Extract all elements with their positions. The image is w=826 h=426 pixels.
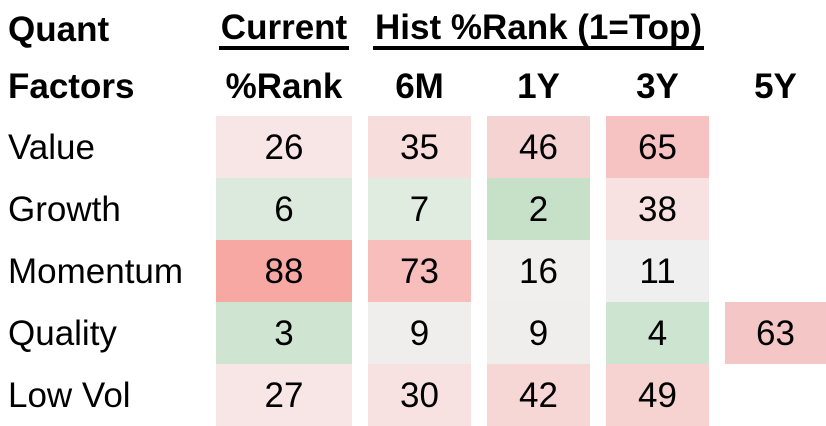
row-label-quality: Quality xyxy=(8,313,117,353)
heatmap-cell-momentum-3y: 11 xyxy=(606,240,709,302)
group-header-hist: Hist %Rank (1=Top) xyxy=(368,2,709,57)
heatmap-cell-growth-6m: 7 xyxy=(368,178,471,240)
heatmap-cell-value-3y: 65 xyxy=(606,116,709,178)
heatmap-cell-growth-5y xyxy=(725,178,826,240)
row-group-title-line2: Factors xyxy=(8,67,135,106)
heatmap-cell-quality-1y: 9 xyxy=(487,302,590,364)
heatmap-cell-low-vol-1y: 42 xyxy=(487,364,590,426)
heatmap-cell-low-vol-current: 27 xyxy=(216,364,352,426)
heatmap-cell-growth-1y: 2 xyxy=(487,178,590,240)
heatmap-cell-value-6m: 35 xyxy=(368,116,471,178)
row-label-momentum: Momentum xyxy=(8,251,184,291)
heatmap-cell-momentum-5y xyxy=(725,240,826,302)
heatmap-cell-quality-5y: 63 xyxy=(725,302,826,364)
heatmap-cell-value-current: 26 xyxy=(216,116,352,178)
heatmap-cell-quality-3y: 4 xyxy=(606,302,709,364)
row-label-value: Value xyxy=(8,127,95,167)
column-header-6m: 6M xyxy=(395,67,444,106)
heatmap-cell-quality-6m: 9 xyxy=(368,302,471,364)
heatmap-cell-momentum-1y: 16 xyxy=(487,240,590,302)
heatmap-cell-quality-current: 3 xyxy=(216,302,352,364)
heatmap-cell-low-vol-6m: 30 xyxy=(368,364,471,426)
group-header-current: Current xyxy=(216,2,352,57)
column-header-5y: 5Y xyxy=(754,67,797,106)
heatmap-cell-value-1y: 46 xyxy=(487,116,590,178)
group-header-current-label: Current xyxy=(218,10,350,50)
heatmap-cell-low-vol-5y xyxy=(725,364,826,426)
heatmap-cell-growth-current: 6 xyxy=(216,178,352,240)
column-header-current-rank: %Rank xyxy=(225,67,343,106)
group-header-hist-label: Hist %Rank (1=Top) xyxy=(372,10,705,50)
row-label-low-vol: Low Vol xyxy=(8,375,131,415)
row-label-growth: Growth xyxy=(8,189,121,229)
heatmap-cell-low-vol-3y: 49 xyxy=(606,364,709,426)
column-header-3y: 3Y xyxy=(636,67,679,106)
heatmap-cell-momentum-6m: 73 xyxy=(368,240,471,302)
group-header-spacer xyxy=(725,2,826,57)
heatmap-cell-momentum-current: 88 xyxy=(216,240,352,302)
column-header-1y: 1Y xyxy=(517,67,560,106)
row-group-title-line1: Quant xyxy=(8,10,110,49)
heatmap-cell-value-5y xyxy=(725,116,826,178)
heatmap-cell-growth-3y: 38 xyxy=(606,178,709,240)
